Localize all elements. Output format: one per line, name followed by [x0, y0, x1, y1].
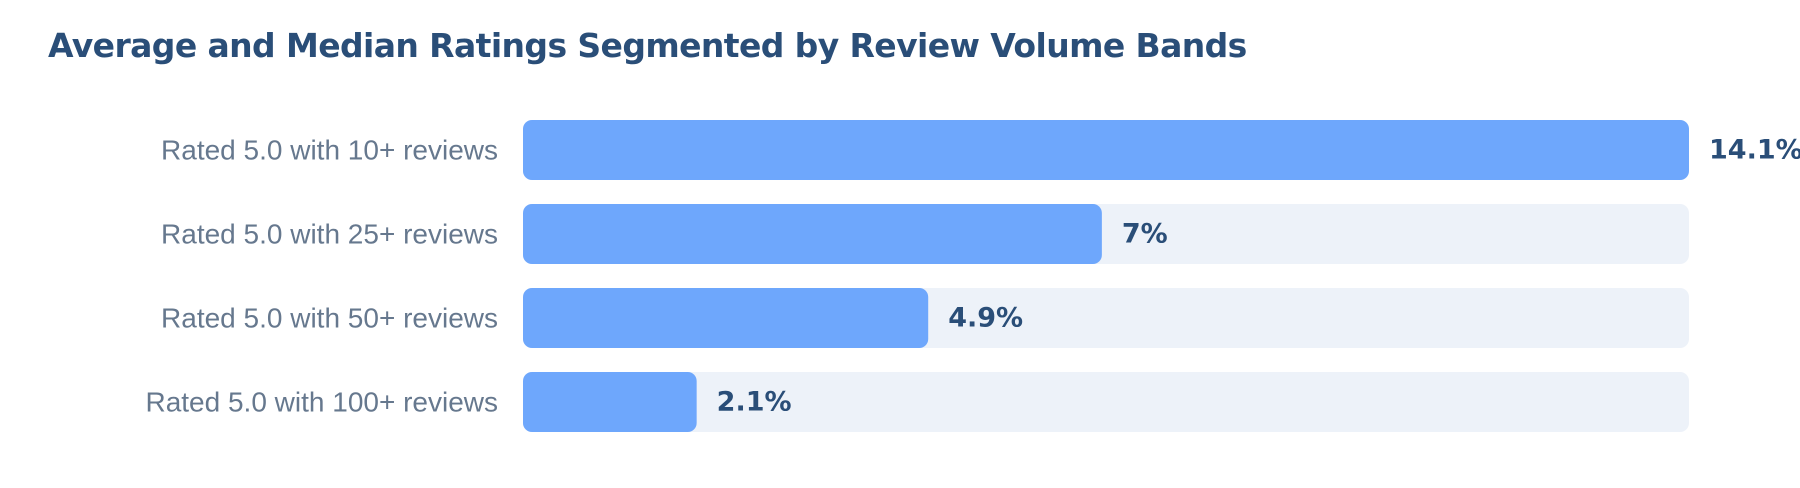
bar-row: Rated 5.0 with 10+ reviews 14.1%: [161, 120, 1800, 180]
bar-track: [523, 372, 1689, 432]
category-label: Rated 5.0 with 100+ reviews: [145, 387, 498, 418]
category-label: Rated 5.0 with 10+ reviews: [161, 135, 498, 166]
chart-title: Average and Median Ratings Segmented by …: [48, 26, 1247, 65]
bar-row: Rated 5.0 with 25+ reviews 7%: [161, 204, 1689, 264]
bar: [523, 120, 1689, 180]
value-label: 2.1%: [717, 387, 792, 418]
category-label: Rated 5.0 with 50+ reviews: [161, 303, 498, 334]
value-label: 7%: [1122, 219, 1168, 250]
bar: [523, 288, 929, 348]
bar-row: Rated 5.0 with 50+ reviews 4.9%: [161, 288, 1689, 348]
bar-row: Rated 5.0 with 100+ reviews 2.1%: [145, 372, 1689, 432]
value-label: 14.1%: [1709, 135, 1800, 166]
bar: [523, 204, 1102, 264]
bars-layer: Rated 5.0 with 10+ reviews 14.1%Rated 5.0…: [145, 120, 1800, 432]
value-label: 4.9%: [948, 303, 1023, 334]
bar: [523, 372, 697, 432]
category-label: Rated 5.0 with 25+ reviews: [161, 219, 498, 250]
